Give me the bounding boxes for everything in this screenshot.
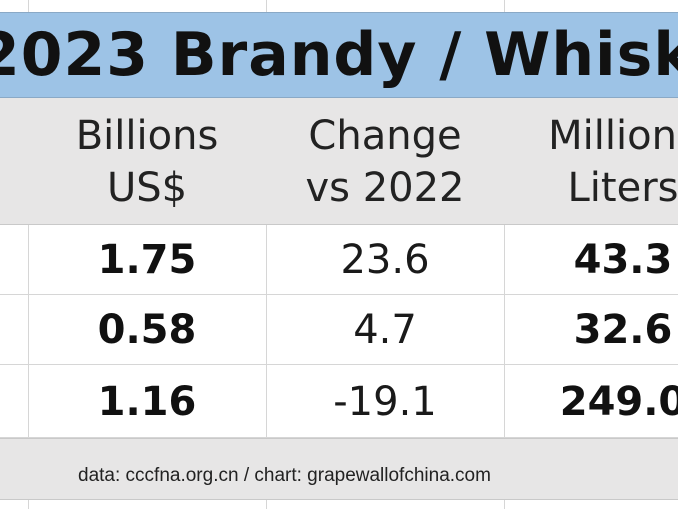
header-label: vs 2022 xyxy=(305,164,465,211)
table-title: 2023 Brandy / Whisky Imports xyxy=(0,20,678,90)
header-label: Change xyxy=(308,112,462,159)
source-credit: data: cccfna.org.cn / chart: grapewallof… xyxy=(78,465,491,486)
table-row: 1.16 -19.1 249.0 xyxy=(0,365,678,438)
header-label: Billions xyxy=(75,112,219,159)
value-billions-usd: 1.75 xyxy=(97,237,197,283)
grid-divider xyxy=(28,225,29,438)
value-million-liters: 43.3 xyxy=(573,237,673,283)
footer-row: data: cccfna.org.cn / chart: grapewallof… xyxy=(0,438,678,509)
header-label: Liters xyxy=(567,164,678,211)
header-change-vs-2022: Change vs 2022 xyxy=(266,98,504,225)
value-change: 4.7 xyxy=(353,307,417,353)
grid-divider xyxy=(504,225,505,438)
value-change: 23.6 xyxy=(340,237,430,283)
header-label: Millions xyxy=(548,112,678,159)
table-row: 1.75 23.6 43.3 xyxy=(0,225,678,295)
value-billions-usd: 0.58 xyxy=(97,307,197,353)
title-row: 2023 Brandy / Whisky Imports xyxy=(0,12,678,98)
header-billions-usd: Billions US$ xyxy=(28,98,266,225)
header-row: Billions US$ Change vs 2022 Millions Lit… xyxy=(0,98,678,225)
value-change: -19.1 xyxy=(333,378,437,425)
table-row: 0.58 4.7 32.6 xyxy=(0,295,678,365)
header-million-liters: Millions Liters xyxy=(504,98,678,225)
value-million-liters: 249.0 xyxy=(559,378,678,425)
value-billions-usd: 1.16 xyxy=(97,378,197,425)
top-grid-strip xyxy=(0,0,678,12)
grid-divider xyxy=(266,225,267,438)
bottom-grid-strip xyxy=(0,499,678,509)
header-label: US$ xyxy=(106,164,188,211)
value-million-liters: 32.6 xyxy=(573,307,673,353)
